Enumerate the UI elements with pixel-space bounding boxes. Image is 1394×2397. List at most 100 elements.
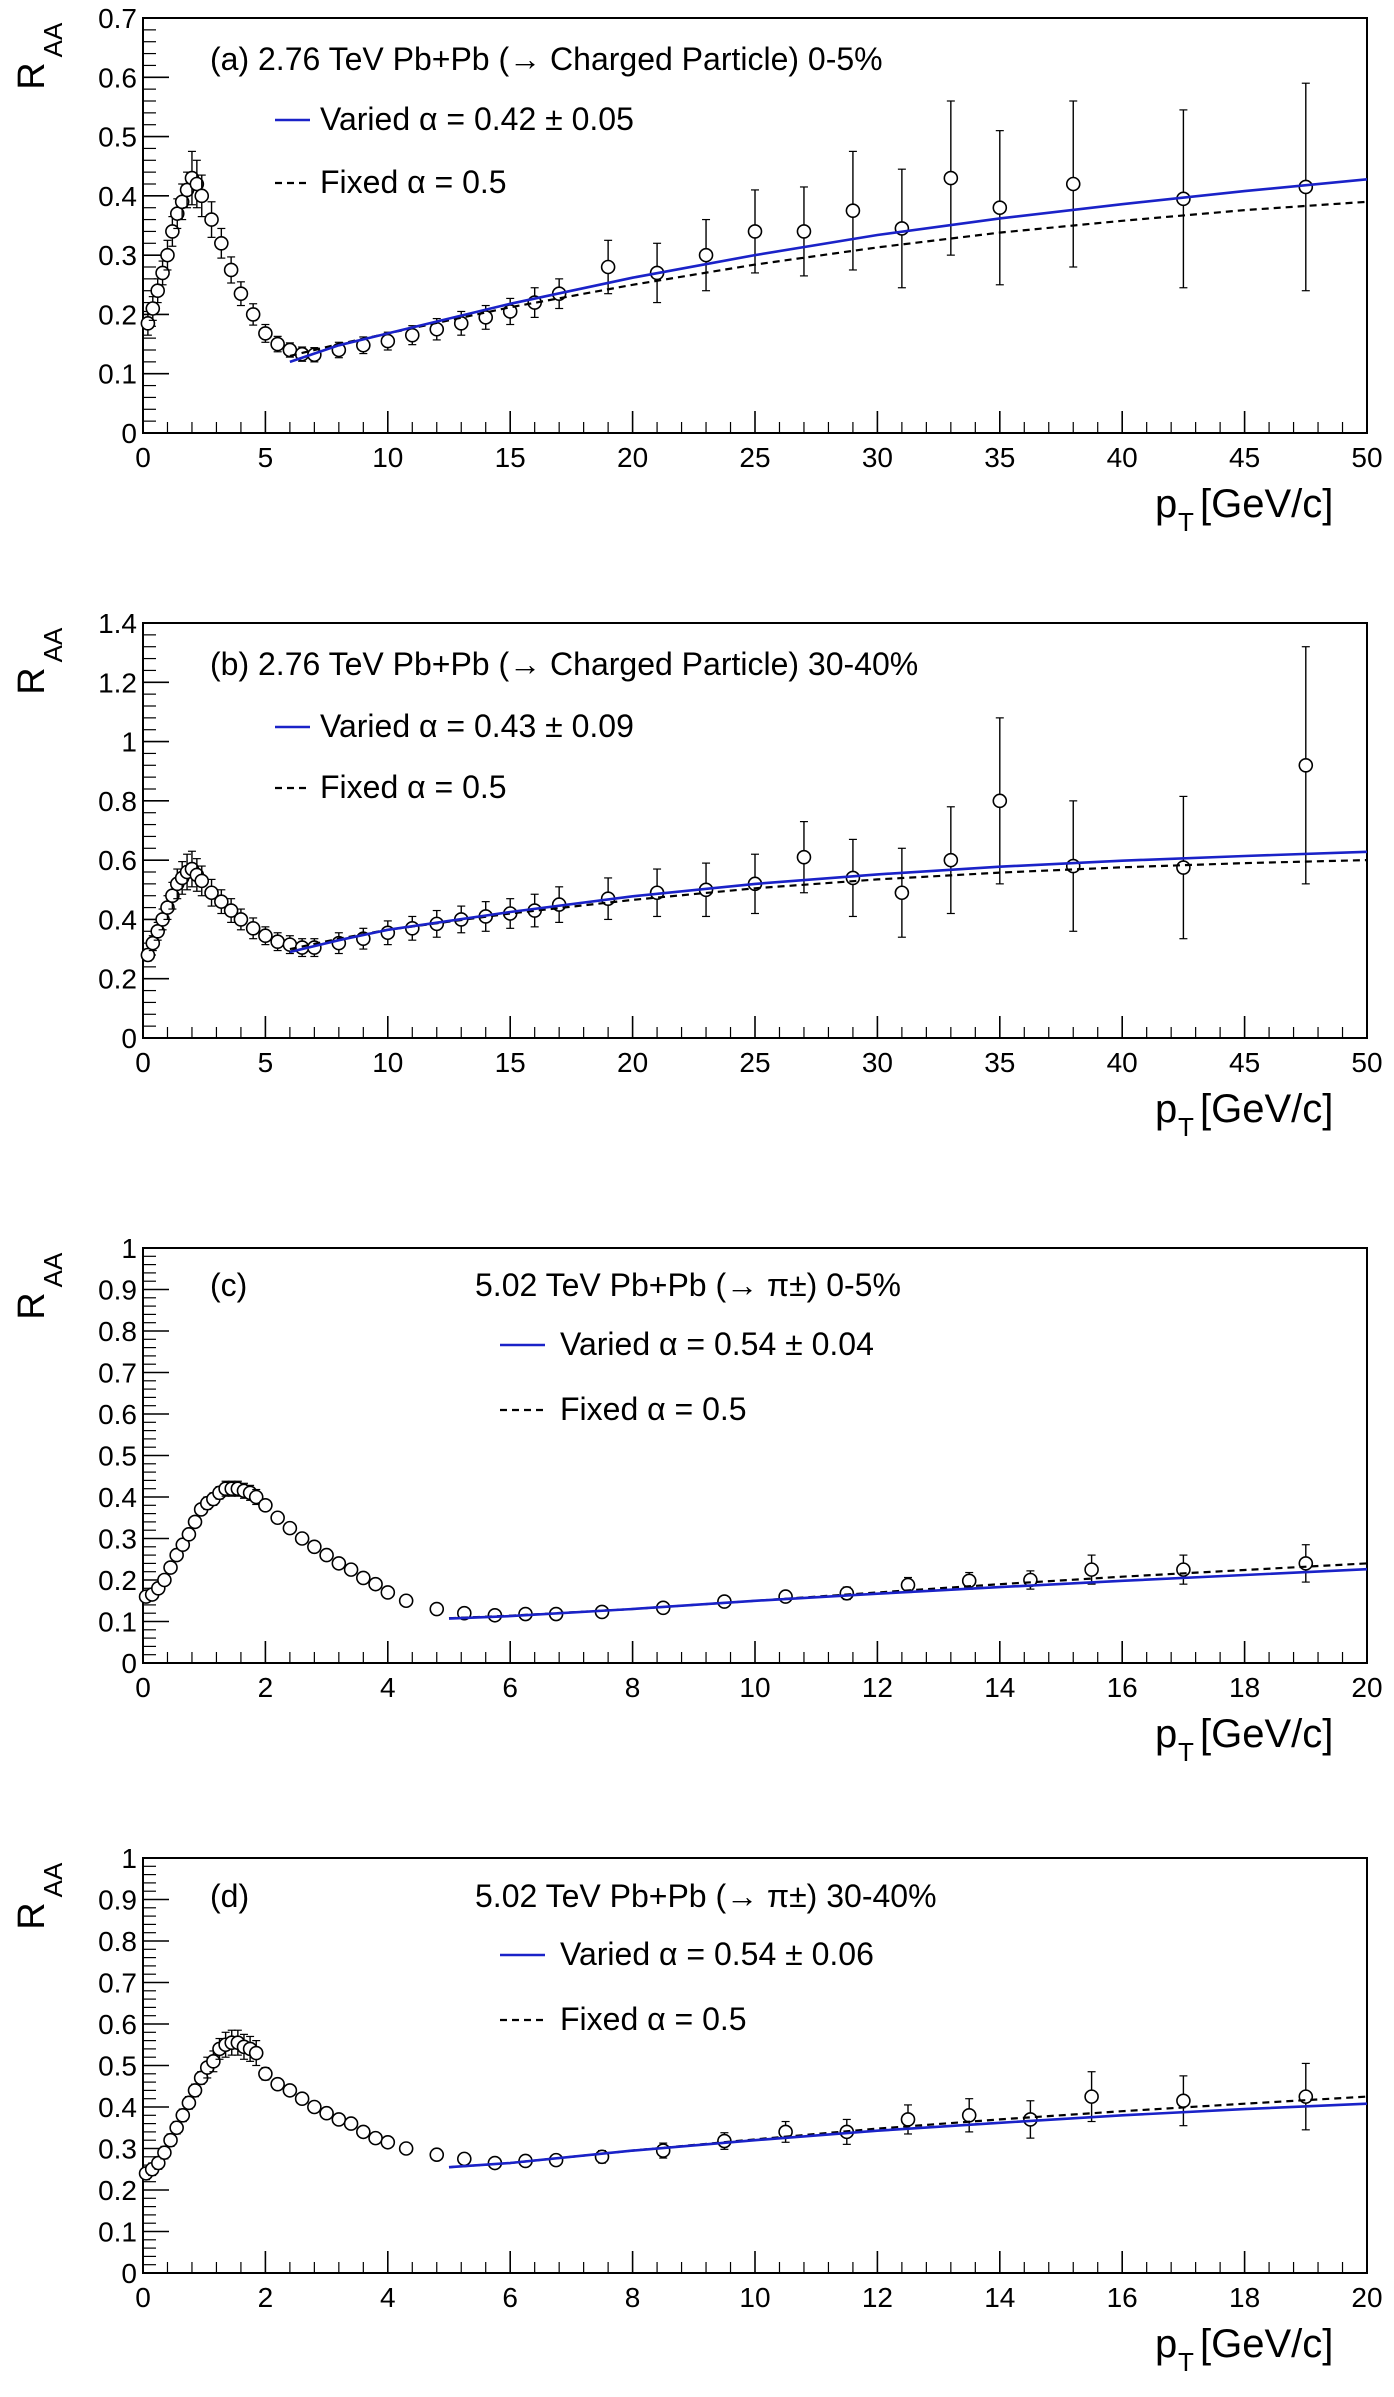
y-axis-label-sub: AA <box>38 627 68 662</box>
data-point <box>157 2145 172 2160</box>
y-tick-label: 0.4 <box>98 904 137 935</box>
legend-entry: Varied α = 0.54 ± 0.04 <box>560 1326 874 1362</box>
data-point <box>282 1520 298 1536</box>
data-point <box>1176 860 1191 875</box>
y-tick-label: 0.9 <box>98 1885 137 1916</box>
y-tick-label: 0.8 <box>98 1926 137 1957</box>
data-point <box>294 1531 310 1546</box>
x-tick-label: 5 <box>258 1047 274 1078</box>
plot-frame <box>142 1857 1368 2274</box>
x-tick-label: 25 <box>739 1047 770 1078</box>
y-axis-label: R <box>11 62 53 89</box>
y-tick-label: 1 <box>121 1843 137 1874</box>
legend-entry: Varied α = 0.43 ± 0.09 <box>320 708 634 744</box>
data-point <box>1084 1562 1099 1577</box>
data-point <box>194 188 210 204</box>
data-point <box>187 2083 203 2098</box>
data-point <box>900 2112 916 2127</box>
legend-entry: Fixed α = 0.5 <box>560 1391 747 1427</box>
legend-entry: Fixed α = 0.5 <box>560 2001 747 2037</box>
y-tick-label: 0.5 <box>98 122 137 153</box>
y-tick-label: 0.2 <box>98 2175 137 2206</box>
data-point <box>294 2091 310 2106</box>
x-tick-label: 18 <box>1229 2282 1260 2313</box>
legend-entry: Fixed α = 0.5 <box>320 164 507 200</box>
y-tick-label: 0 <box>121 1648 137 1679</box>
data-point <box>204 885 219 901</box>
x-tick-label: 50 <box>1351 442 1382 473</box>
x-tick-label: 30 <box>862 1047 893 1078</box>
data-point <box>206 2054 221 2069</box>
y-tick-label: 0.4 <box>98 2092 137 2123</box>
data-point <box>204 212 219 227</box>
data-point <box>356 2124 371 2140</box>
data-point <box>331 2112 347 2127</box>
data-point <box>245 307 261 322</box>
data-point <box>233 286 249 301</box>
data-point <box>194 873 210 889</box>
y-tick-label: 0.1 <box>98 359 137 390</box>
data-point <box>163 2132 178 2148</box>
data-point <box>214 235 229 251</box>
data-point <box>698 247 714 263</box>
chart-panel-c: 0 2 4 6 8 10 12 14 16 18 20 0 0.1 0.2 0.3 0.4 0.5 0.6 0.7 0… <box>11 1233 1383 1767</box>
data-point <box>943 170 959 186</box>
x-tick-label: 45 <box>1229 1047 1260 1078</box>
y-tick-label: 0.6 <box>98 845 137 876</box>
data-point <box>343 1562 359 1577</box>
data-point <box>307 2099 322 2115</box>
data-point <box>248 2045 264 2061</box>
x-tick-label: 6 <box>502 2282 518 2313</box>
x-tick-label: 2 <box>258 2282 274 2313</box>
x-tick-label: 0 <box>135 442 151 473</box>
data-point <box>258 2066 273 2082</box>
y-tick-label: 0.1 <box>98 1607 137 1638</box>
y-tick-label: 1.2 <box>98 667 137 698</box>
x-tick-label: 30 <box>862 442 893 473</box>
y-tick-label: 0.9 <box>98 1275 137 1306</box>
x-tick-label: 40 <box>1107 442 1138 473</box>
data-point <box>368 1576 383 1592</box>
data-point <box>175 2108 191 2123</box>
data-point <box>258 928 273 944</box>
data-point <box>181 1527 197 1542</box>
data-point <box>398 1593 414 1609</box>
data-point <box>380 1585 396 1600</box>
data-point <box>992 793 1008 809</box>
x-tick-label: 20 <box>617 442 648 473</box>
x-tick-label: 20 <box>1351 2282 1382 2313</box>
data-point <box>319 2105 334 2121</box>
y-tick-label: 0.7 <box>98 3 137 34</box>
y-tick-label: 0.2 <box>98 964 137 995</box>
y-tick-label: 0 <box>121 1023 137 1054</box>
data-point <box>181 2095 197 2111</box>
data-point <box>145 301 161 316</box>
x-tick-label: 20 <box>617 1047 648 1078</box>
x-tick-label: 10 <box>739 1672 770 1703</box>
y-tick-label: 0.7 <box>98 1358 137 1389</box>
x-tick-label: 4 <box>380 2282 396 2313</box>
x-axis-label-sub: T <box>1178 1112 1194 1142</box>
data-point <box>356 1570 371 1586</box>
data-point <box>270 2076 285 2092</box>
x-tick-label: 45 <box>1229 442 1260 473</box>
x-axis-label: p <box>1155 2322 1177 2366</box>
data-point <box>169 2120 184 2136</box>
panel-title: (a) 2.76 TeV Pb+Pb (→ Charged Particle) … <box>210 41 883 77</box>
y-tick-label: 0.3 <box>98 1524 137 1555</box>
data-point <box>258 326 273 341</box>
chart-panel-b: 0 5 10 15 20 25 30 35 40 45 50 0 0.2 0.4 0.6 0.8 1 1.2 1.4… <box>11 608 1383 1142</box>
x-axis-label-sub: T <box>1178 2347 1194 2377</box>
y-tick-label: 0 <box>121 418 137 449</box>
data-point <box>233 912 249 927</box>
y-tick-label: 0.5 <box>98 2051 137 2082</box>
x-tick-label: 18 <box>1229 1672 1260 1703</box>
x-tick-label: 35 <box>984 442 1015 473</box>
data-point <box>1298 757 1314 773</box>
x-axis-unit: [GeV/c] <box>1200 482 1333 526</box>
legend-entry: Fixed α = 0.5 <box>320 769 507 805</box>
data-point <box>282 2083 298 2098</box>
x-tick-label: 16 <box>1107 1672 1138 1703</box>
y-axis-label: R <box>11 1902 53 1929</box>
